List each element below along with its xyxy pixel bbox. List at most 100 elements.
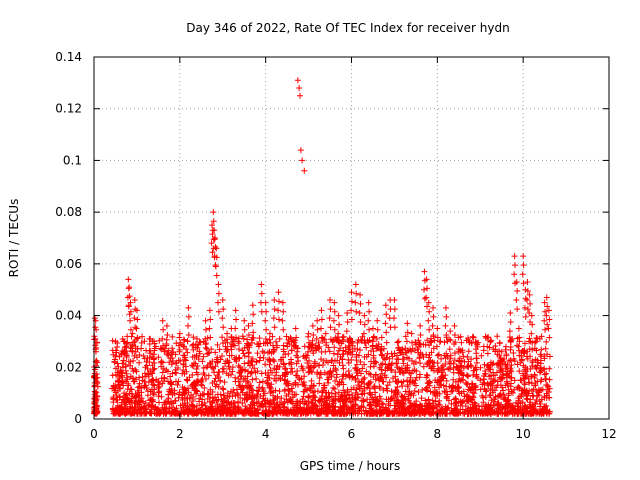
data-point <box>219 315 226 322</box>
data-point <box>313 335 320 342</box>
data-point <box>141 370 148 377</box>
data-point <box>214 372 221 379</box>
data-point <box>426 362 433 369</box>
data-point <box>521 381 528 388</box>
data-point <box>92 410 99 417</box>
data-point <box>494 333 501 340</box>
data-point <box>147 350 154 357</box>
data-point <box>297 410 304 417</box>
data-point <box>531 372 538 379</box>
data-point <box>370 334 377 341</box>
data-point <box>318 316 325 323</box>
data-point <box>262 361 269 368</box>
data-point <box>430 345 437 352</box>
data-point <box>240 335 247 342</box>
data-point <box>520 262 527 269</box>
data-point <box>352 376 359 383</box>
data-point <box>546 316 553 323</box>
data-point <box>326 370 333 377</box>
data-point <box>345 404 352 411</box>
data-point <box>460 353 467 360</box>
data-point <box>345 360 352 367</box>
data-point <box>512 409 519 416</box>
data-point <box>499 375 506 382</box>
data-point <box>267 339 274 346</box>
data-point <box>382 356 389 363</box>
data-point <box>507 346 514 353</box>
data-point <box>484 350 491 357</box>
data-point <box>380 401 387 408</box>
data-point <box>434 325 441 332</box>
data-point <box>483 410 490 417</box>
data-point <box>477 377 484 384</box>
data-point <box>155 399 162 406</box>
data-point <box>443 394 450 401</box>
data-point <box>510 350 517 357</box>
data-point <box>363 344 370 351</box>
data-point <box>400 360 407 367</box>
data-point <box>334 357 341 364</box>
data-point <box>371 384 378 391</box>
data-point <box>361 361 368 368</box>
data-point <box>455 334 462 341</box>
data-point <box>460 377 467 384</box>
data-point <box>115 379 122 386</box>
data-point <box>426 342 433 349</box>
data-point <box>515 343 522 350</box>
data-point <box>236 364 243 371</box>
data-point <box>416 371 423 378</box>
data-point <box>322 330 329 337</box>
data-point <box>184 322 191 329</box>
data-point <box>511 253 518 260</box>
data-point <box>417 341 424 348</box>
data-point <box>355 394 362 401</box>
data-point <box>216 346 223 353</box>
data-point <box>503 343 509 350</box>
data-point <box>366 380 373 387</box>
data-point <box>235 346 242 353</box>
data-point <box>515 383 522 390</box>
data-point <box>159 369 166 376</box>
data-point <box>408 348 415 355</box>
data-point <box>525 379 532 386</box>
data-point <box>431 337 438 344</box>
data-point <box>300 381 307 388</box>
data-point <box>189 402 196 409</box>
data-point <box>165 398 172 405</box>
data-point <box>413 374 420 381</box>
data-point <box>134 345 141 352</box>
data-point <box>224 339 231 346</box>
data-point <box>522 364 529 371</box>
data-point <box>482 394 489 401</box>
data-point <box>516 368 523 375</box>
data-point <box>177 357 184 364</box>
data-point <box>377 373 384 380</box>
data-point <box>445 404 452 411</box>
data-point <box>356 385 363 392</box>
data-point <box>353 369 360 376</box>
data-point <box>330 350 337 357</box>
data-point <box>306 339 313 346</box>
data-point <box>404 347 411 354</box>
data-point <box>128 333 135 340</box>
data-point <box>387 402 394 409</box>
data-point <box>433 343 440 350</box>
data-point <box>271 306 278 313</box>
data-point <box>133 325 140 332</box>
data-point <box>317 356 324 363</box>
data-point <box>244 396 251 403</box>
y-axis: 0 0.02 0.04 0.06 0.08 0.1 0.12 0.14 <box>55 50 609 426</box>
data-point <box>181 337 188 344</box>
data-point <box>430 313 437 320</box>
data-point <box>198 377 205 384</box>
data-point <box>528 330 535 337</box>
data-point <box>534 335 541 342</box>
data-point <box>319 389 326 396</box>
data-point <box>473 355 480 362</box>
data-point <box>341 410 348 417</box>
data-point <box>189 410 196 417</box>
data-point <box>528 387 535 394</box>
data-point <box>360 330 367 337</box>
data-point <box>502 405 509 412</box>
data-point <box>369 325 376 332</box>
